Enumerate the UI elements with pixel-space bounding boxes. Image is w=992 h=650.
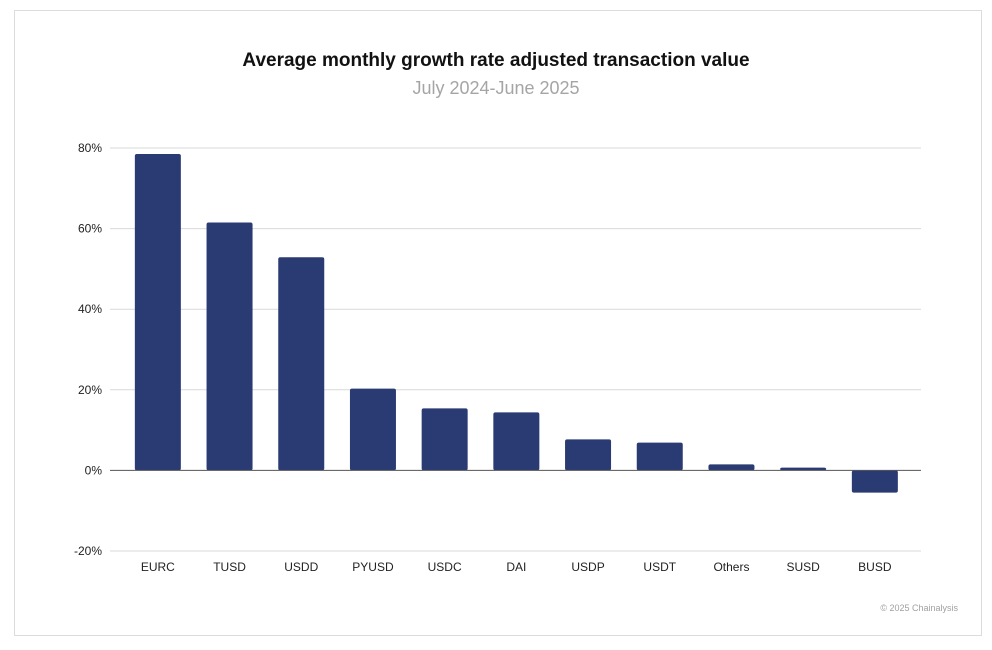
- x-tick-label: DAI: [506, 560, 526, 574]
- x-tick-label: Others: [713, 560, 749, 574]
- bar-usdp: [565, 439, 612, 471]
- chart-subtitle: July 2024-June 2025: [412, 78, 580, 98]
- x-tick-label: USDD: [284, 560, 318, 574]
- x-tick-label: USDC: [428, 560, 462, 574]
- bar-eurc: [134, 154, 181, 471]
- bar-usdd: [278, 257, 325, 471]
- credit-text: © 2025 Chainalysis: [880, 603, 958, 613]
- y-tick-label: 20%: [78, 383, 102, 397]
- y-tick-label: 40%: [78, 302, 102, 316]
- bar-busd: [851, 470, 898, 493]
- bar-tusd: [206, 222, 253, 471]
- x-tick-label: USDP: [571, 560, 604, 574]
- x-tick-label: PYUSD: [352, 560, 394, 574]
- x-tick-label: TUSD: [213, 560, 246, 574]
- bar-others: [708, 464, 755, 471]
- chart-title: Average monthly growth rate adjusted tra…: [242, 50, 750, 71]
- bar-usdt: [636, 442, 683, 471]
- x-tick-label: SUSD: [786, 560, 820, 574]
- chart-frame: [14, 10, 982, 636]
- y-tick-label: 0%: [85, 463, 103, 477]
- y-tick-label: 80%: [78, 141, 102, 155]
- bar-usdc: [421, 408, 468, 471]
- x-tick-label: BUSD: [858, 560, 892, 574]
- y-tick-label: -20%: [74, 544, 102, 558]
- bar-pyusd: [349, 388, 396, 471]
- x-tick-label: USDT: [643, 560, 676, 574]
- y-tick-label: 60%: [78, 222, 102, 236]
- x-tick-label: EURC: [141, 560, 175, 574]
- bar-dai: [493, 412, 540, 471]
- bar-susd: [780, 467, 827, 471]
